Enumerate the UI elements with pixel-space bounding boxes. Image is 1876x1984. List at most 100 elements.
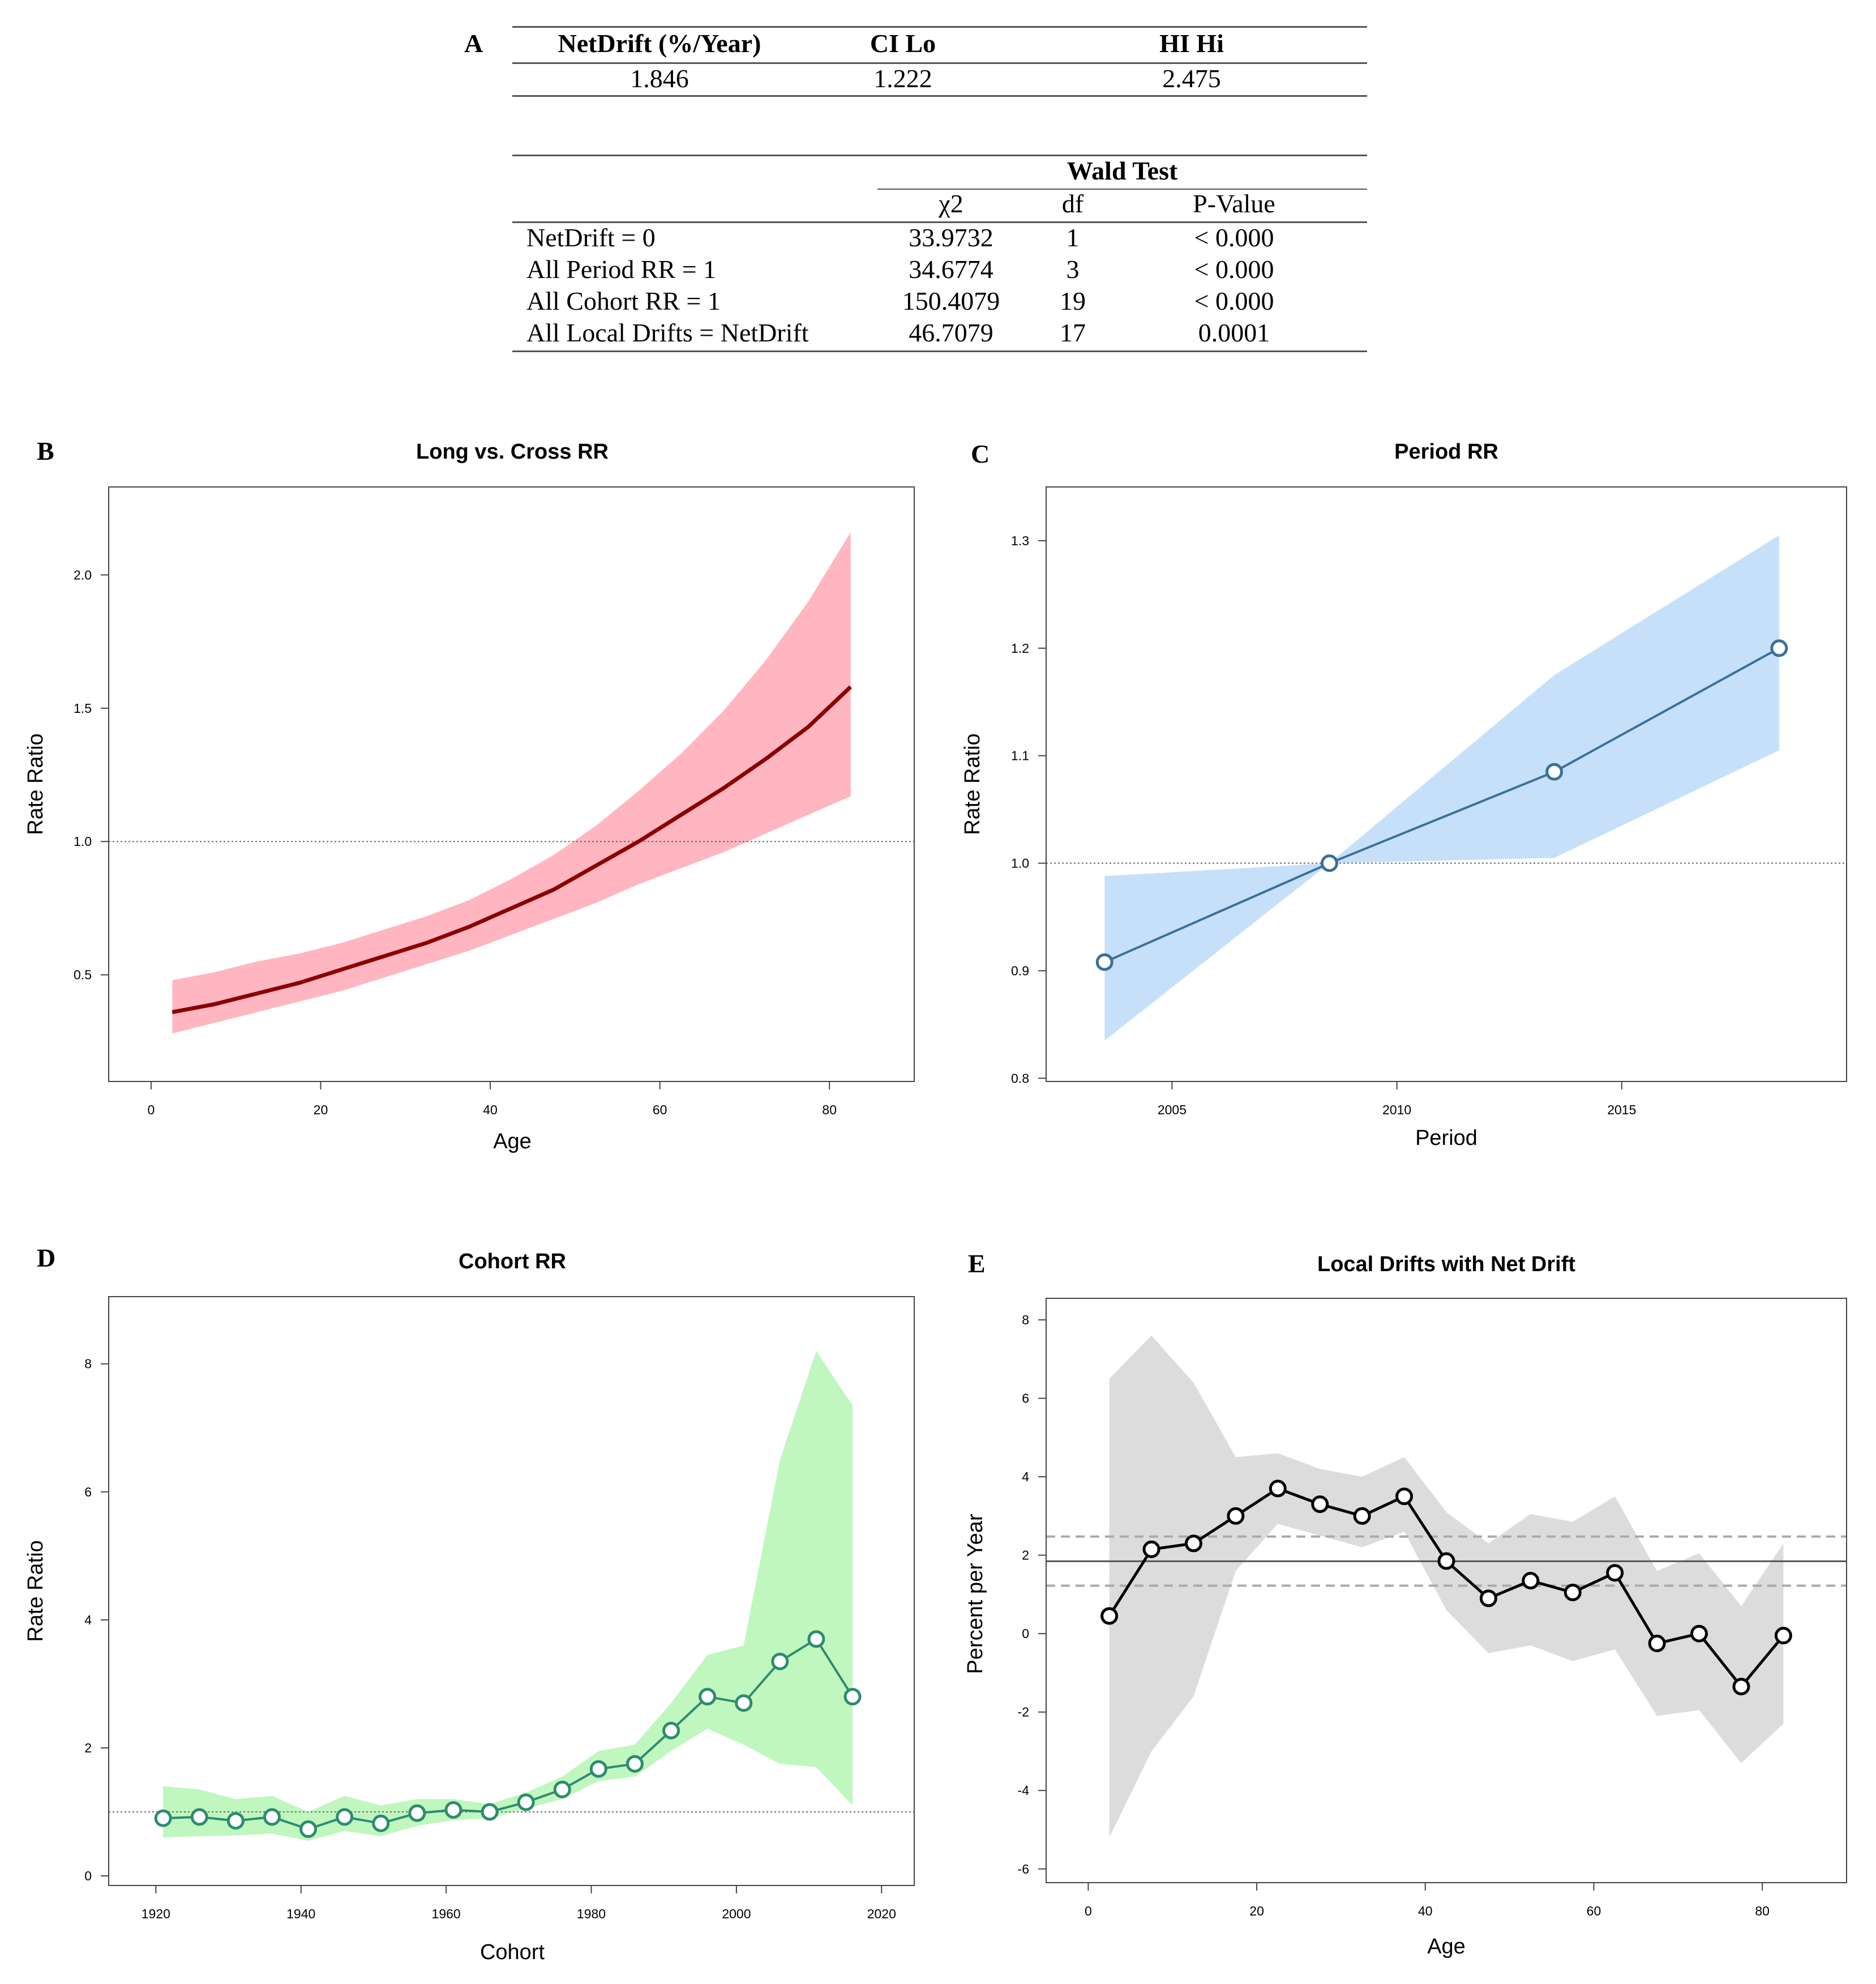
x-tick-label: 1960: [432, 1906, 461, 1921]
y-tick-label: 2.0: [74, 567, 92, 582]
x-tick-label: 2005: [1158, 1102, 1187, 1117]
x-tick-label: 40: [483, 1102, 498, 1117]
x-tick-label: 60: [1587, 1904, 1601, 1918]
x-axis-label: Age: [1427, 1935, 1466, 1959]
data-point: [226, 1812, 245, 1830]
plot-frame: [1046, 1298, 1847, 1883]
row-chi2: 34.6774: [909, 255, 993, 284]
data-point: [1690, 1624, 1708, 1643]
row-p-value: 0.0001: [1198, 318, 1270, 347]
data-point: [1311, 1495, 1329, 1513]
header-net-drift: NetDrift (%/Year): [558, 29, 761, 58]
x-tick-label: 80: [822, 1102, 837, 1117]
data-point: [1320, 854, 1338, 873]
value-hi-hi: 2.475: [1162, 64, 1221, 93]
value-ci-lo: 1.222: [873, 64, 932, 93]
y-tick-label: 0.9: [1011, 963, 1029, 978]
x-tick-label: 80: [1755, 1904, 1770, 1918]
y-tick-label: 8: [84, 1357, 92, 1371]
data-point: [190, 1808, 208, 1826]
panel-letter-c: C: [971, 439, 990, 468]
net-drift-table: NetDrift (%/Year) CI Lo HI Hi 1.846 1.22…: [512, 23, 1367, 102]
data-point: [154, 1809, 172, 1827]
y-tick-label: 4: [1022, 1469, 1029, 1484]
data-point: [1142, 1540, 1160, 1558]
panel-letter-a: A: [464, 29, 483, 58]
row-df: 19: [1060, 287, 1086, 315]
data-point: [589, 1760, 607, 1778]
header-df: df: [1061, 189, 1084, 218]
data-point: [1269, 1480, 1287, 1498]
data-point: [1095, 953, 1113, 971]
data-point: [1353, 1507, 1371, 1525]
x-tick-label: 1940: [286, 1906, 315, 1921]
row-chi2: 33.9732: [909, 223, 993, 252]
row-p-value: < 0.000: [1194, 287, 1274, 315]
data-point: [1648, 1635, 1666, 1653]
x-tick-label: 2000: [722, 1906, 751, 1921]
data-point: [1184, 1534, 1202, 1553]
data-point: [553, 1780, 571, 1798]
y-tick-label: 1.3: [1011, 533, 1029, 548]
x-tick-label: 40: [1418, 1904, 1433, 1918]
y-tick-label: 2: [84, 1741, 92, 1755]
x-tick-label: 2020: [867, 1906, 896, 1921]
x-tick-label: 2015: [1607, 1102, 1636, 1117]
y-tick-label: 4: [84, 1613, 92, 1627]
x-tick-label: 1920: [142, 1906, 170, 1921]
chart-cohort-rr: Cohort RR Cohort Rate Ratio 0 2 4 6 8 1920 1940 19…: [24, 1250, 915, 1964]
header-chi2: χ2: [939, 189, 963, 218]
chart-long-vs-cross-rr: Long vs. Cross RR Age Rate Ratio 0.5 1.0 1.5 2…: [24, 440, 915, 1153]
row-df: 17: [1060, 318, 1086, 347]
data-point: [1437, 1552, 1455, 1570]
y-axis-label: Percent per Year: [963, 1513, 987, 1674]
row-chi2: 46.7079: [909, 318, 993, 347]
value-net-drift: 1.846: [630, 64, 689, 93]
chart-local-drifts: Local Drifts with Net Drift Age Percent pe…: [963, 1252, 1847, 1959]
data-point: [1545, 763, 1564, 781]
data-point: [699, 1688, 717, 1706]
header-hi-hi: HI Hi: [1159, 29, 1224, 58]
x-tick-label: 1980: [577, 1906, 606, 1921]
data-point: [771, 1652, 789, 1670]
x-tick-label: 0: [147, 1102, 155, 1117]
data-point: [1732, 1678, 1750, 1696]
row-p-value: < 0.000: [1194, 255, 1274, 284]
plot-frame: [108, 486, 915, 1082]
y-tick-label: 8: [1022, 1312, 1029, 1327]
y-tick-label: -6: [1018, 1862, 1029, 1876]
confidence-band: [172, 532, 851, 1034]
data-point: [336, 1808, 354, 1826]
data-point: [1395, 1487, 1414, 1506]
series-line: [172, 685, 853, 1015]
row-df: 3: [1066, 255, 1080, 284]
row-p-value: < 0.000: [1194, 223, 1274, 252]
y-tick-label: 1.0: [1011, 856, 1029, 871]
data-point: [1606, 1564, 1624, 1582]
y-tick-label: 2: [1022, 1548, 1029, 1563]
y-axis-label: Rate Ratio: [24, 733, 48, 835]
chart-period-rr: Period RR Period Rate Ratio 0.8 0.9 1.0 1.1 1.2…: [961, 440, 1847, 1150]
y-axis-label: Rate Ratio: [961, 733, 984, 835]
y-tick-label: 0.5: [74, 968, 92, 982]
y-tick-label: 1.0: [74, 834, 92, 849]
data-point: [517, 1793, 535, 1811]
plot-frame: [1046, 486, 1847, 1082]
data-point: [1564, 1583, 1582, 1601]
data-point: [481, 1803, 499, 1821]
data-point: [372, 1814, 390, 1832]
data-point: [263, 1808, 281, 1826]
row-label: All Period RR = 1: [526, 255, 717, 284]
wald-test-table: Wald Test χ2 df P-Value NetDrift = 0 33.…: [512, 150, 1367, 354]
y-tick-label: 0: [84, 1868, 92, 1883]
row-chi2: 150.4079: [902, 287, 1000, 315]
data-point: [1522, 1572, 1540, 1590]
data-point: [1770, 639, 1788, 657]
table-row: NetDrift = 0 33.9732 1 < 0.000: [512, 223, 1367, 254]
data-point: [1100, 1607, 1119, 1625]
panel-letter-e: E: [968, 1249, 986, 1278]
chart-title: Long vs. Cross RR: [416, 440, 609, 464]
x-tick-label: 0: [1085, 1904, 1092, 1918]
row-label: NetDrift = 0: [526, 223, 656, 252]
data-point: [408, 1804, 426, 1822]
